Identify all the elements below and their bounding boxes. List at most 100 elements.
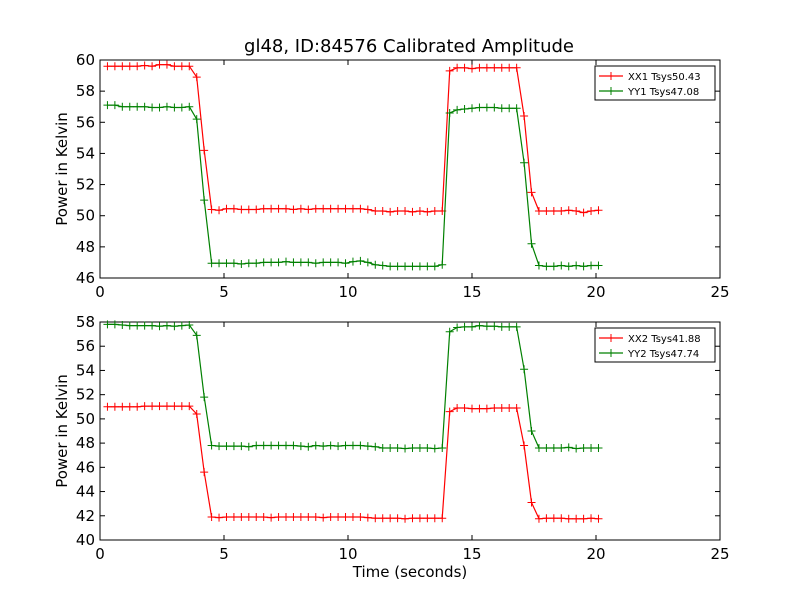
data-point-marker — [401, 514, 410, 523]
data-point-marker — [453, 403, 462, 412]
data-point-marker — [490, 403, 499, 412]
data-point-marker — [215, 442, 224, 451]
data-point-marker — [162, 402, 171, 411]
data-point-marker — [118, 62, 127, 71]
data-point-marker — [482, 63, 491, 72]
data-point-marker — [594, 514, 603, 523]
data-point-marker — [594, 261, 603, 270]
x-tick-label: 10 — [338, 545, 357, 563]
data-point-marker — [155, 402, 164, 411]
data-point-marker — [192, 331, 201, 340]
data-point-marker — [527, 498, 536, 507]
data-point-marker — [296, 204, 305, 213]
data-point-marker — [445, 407, 454, 416]
data-point-marker — [118, 321, 127, 330]
data-point-marker — [468, 322, 476, 331]
y-tick-label: 46 — [76, 269, 95, 287]
data-point-marker — [155, 60, 164, 69]
y-tick-label: 58 — [76, 82, 95, 100]
y-tick-label: 50 — [76, 207, 95, 225]
data-point-marker — [460, 322, 469, 331]
data-point-marker — [445, 108, 454, 117]
data-point-marker — [162, 102, 171, 111]
axes-frame — [99, 321, 721, 541]
data-point-marker — [497, 104, 506, 113]
data-point-marker — [468, 404, 476, 413]
data-point-marker — [118, 402, 127, 411]
data-point-marker — [237, 442, 246, 451]
data-point-marker — [341, 512, 350, 521]
data-point-marker — [490, 322, 499, 331]
data-point-marker — [401, 207, 410, 216]
data-point-marker — [110, 320, 119, 329]
legend-entry-label: YY2 Tsys47.74 — [627, 349, 699, 360]
data-point-marker — [520, 112, 529, 121]
legend: XX2 Tsys41.88 YY2 Tsys47.74 — [594, 327, 716, 363]
x-tick-label: 25 — [710, 545, 729, 563]
data-point-marker — [542, 207, 551, 216]
data-point-marker — [386, 514, 395, 523]
data-point-marker — [564, 443, 573, 452]
data-point-marker — [534, 443, 543, 452]
data-point-marker — [468, 64, 476, 73]
data-point-marker — [229, 442, 238, 451]
data-point-marker — [125, 62, 134, 71]
data-point-marker — [386, 443, 395, 452]
data-point-marker — [334, 442, 343, 451]
data-point-marker — [148, 402, 157, 411]
data-point-marker — [319, 204, 328, 213]
data-point-marker — [371, 442, 380, 451]
data-point-marker — [482, 322, 491, 331]
data-point-marker — [274, 258, 283, 267]
data-point-marker — [259, 204, 268, 213]
data-point-marker — [252, 259, 261, 268]
data-point-marker — [549, 207, 558, 216]
data-point-marker — [579, 208, 588, 217]
data-point-marker — [415, 443, 424, 452]
x-tick-label: 5 — [219, 283, 229, 301]
data-point-marker — [133, 62, 142, 71]
data-point-marker — [534, 261, 543, 270]
data-point-marker — [267, 204, 276, 213]
data-point-marker — [475, 321, 484, 330]
y-tick-label: 48 — [76, 238, 95, 256]
data-point-marker — [438, 260, 447, 269]
data-point-marker — [363, 205, 372, 214]
axes-frame — [99, 59, 721, 279]
data-point-marker — [133, 321, 142, 330]
data-point-marker — [177, 402, 186, 411]
data-point-marker — [512, 403, 521, 412]
data-point-marker — [148, 321, 157, 330]
data-point-marker — [408, 514, 417, 523]
data-point-marker — [177, 321, 186, 330]
data-point-marker — [542, 514, 551, 523]
data-point-marker — [110, 101, 119, 110]
data-point-marker — [408, 262, 417, 271]
data-point-marker — [482, 103, 491, 112]
data-point-marker — [259, 258, 268, 267]
data-point-marker — [356, 204, 365, 213]
data-point-marker — [363, 513, 372, 522]
data-point-marker — [572, 261, 581, 270]
data-point-marker — [564, 262, 573, 271]
data-point-marker — [557, 443, 566, 452]
data-point-marker — [520, 441, 529, 450]
data-point-marker — [587, 443, 596, 452]
data-point-marker — [133, 102, 142, 111]
data-point-marker — [423, 443, 432, 452]
data-point-marker — [177, 62, 186, 71]
data-point-marker — [319, 513, 328, 522]
data-point-marker — [155, 322, 164, 331]
legend-marker — [607, 334, 615, 342]
data-point-marker — [505, 403, 514, 412]
data-point-marker — [401, 262, 410, 271]
data-point-marker — [237, 205, 246, 214]
data-point-marker — [326, 258, 335, 267]
data-point-marker — [207, 205, 216, 214]
data-point-marker — [393, 514, 402, 523]
data-point-marker — [490, 63, 499, 72]
legend-entry-label: XX2 Tsys41.88 — [628, 334, 701, 345]
x-tick-label: 10 — [338, 283, 357, 301]
data-point-marker — [505, 322, 514, 331]
data-point-marker — [356, 512, 365, 521]
